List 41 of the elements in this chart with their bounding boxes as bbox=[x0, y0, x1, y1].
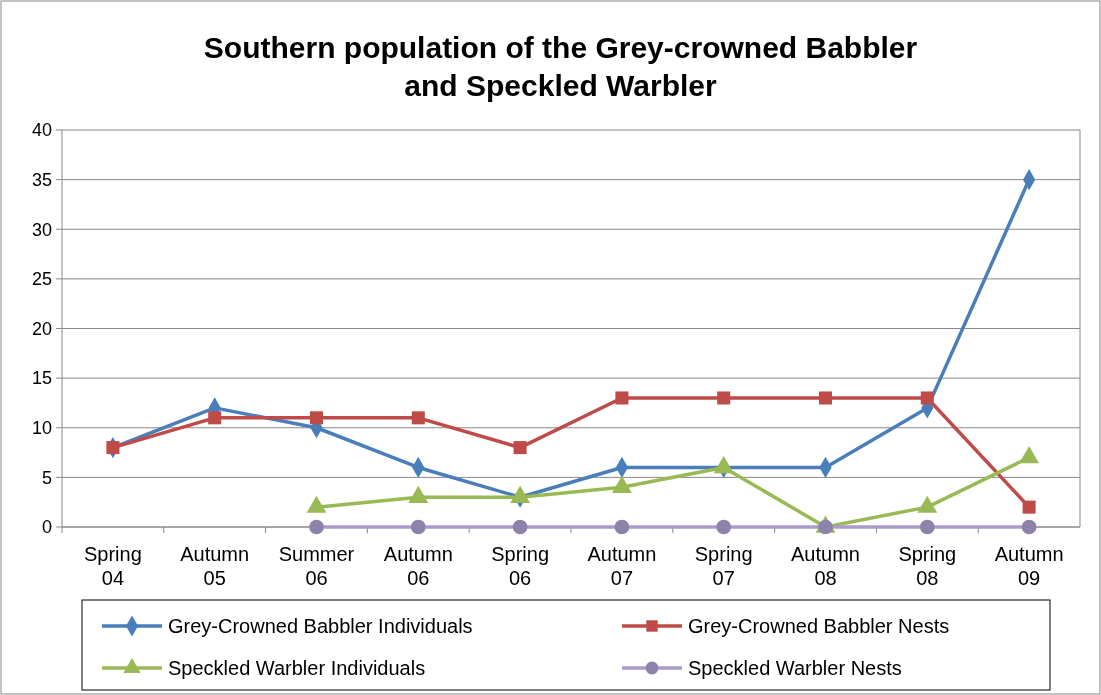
point bbox=[716, 519, 732, 535]
legend-label: Grey-Crowned Babbler Nests bbox=[688, 615, 950, 637]
point bbox=[1022, 500, 1036, 514]
y-tick-label: 20 bbox=[31, 318, 52, 339]
point bbox=[614, 519, 630, 535]
point bbox=[1021, 519, 1037, 535]
legend-label: Speckled Warbler Nests bbox=[688, 657, 902, 679]
x-tick-label: Autumn 05 bbox=[180, 543, 250, 589]
x-tick-label: Summer 06 bbox=[278, 543, 355, 589]
legend-label: Speckled Warbler Individuals bbox=[168, 657, 426, 679]
point bbox=[513, 441, 527, 455]
point bbox=[106, 441, 120, 455]
y-tick-label: 35 bbox=[31, 169, 52, 190]
y-tick-label: 10 bbox=[31, 418, 52, 439]
y-tick-label: 40 bbox=[31, 120, 52, 141]
y-tick-label: 25 bbox=[31, 269, 52, 290]
y-tick-label: 30 bbox=[31, 219, 52, 240]
point bbox=[208, 411, 222, 425]
x-tick-label: Autumn 08 bbox=[791, 543, 860, 589]
point bbox=[309, 411, 324, 425]
point bbox=[920, 391, 934, 405]
point bbox=[818, 391, 833, 405]
point bbox=[512, 519, 528, 535]
point bbox=[919, 519, 935, 535]
point bbox=[717, 391, 731, 405]
point bbox=[411, 411, 425, 425]
x-tick-label: Spring 06 bbox=[491, 543, 550, 589]
point bbox=[309, 519, 324, 535]
x-tick-label: Spring 07 bbox=[694, 543, 753, 589]
y-tick-label: 0 bbox=[41, 517, 52, 538]
x-tick-label: Autumn 09 bbox=[994, 543, 1064, 589]
x-tick-label: Spring 08 bbox=[898, 543, 957, 589]
y-tick-label: 15 bbox=[31, 368, 52, 389]
legend-label: Grey-Crowned Babbler Individuals bbox=[168, 615, 473, 637]
chart-title: Southern population of the Grey-crowned Babbler and Speckled Warbler bbox=[203, 31, 918, 102]
x-tick-label: Spring 04 bbox=[83, 543, 142, 589]
x-tick-label: Autumn 07 bbox=[587, 543, 657, 589]
point bbox=[410, 519, 426, 535]
x-tick-label: Autumn 06 bbox=[383, 543, 453, 589]
point bbox=[615, 391, 629, 405]
y-tick-label: 5 bbox=[41, 467, 52, 488]
